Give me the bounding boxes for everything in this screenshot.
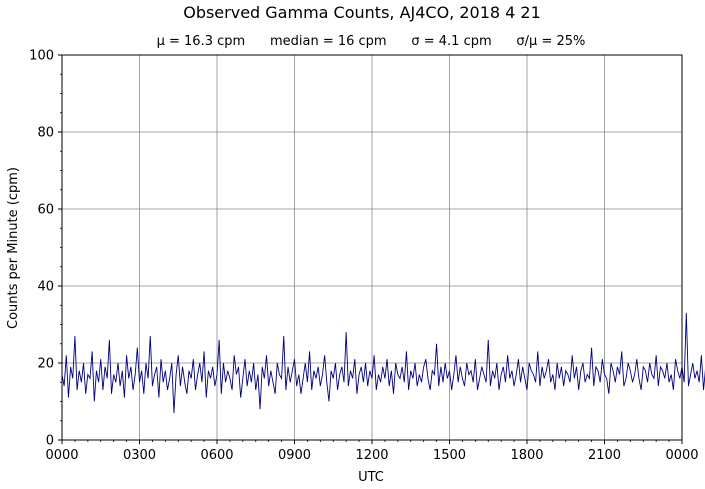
series-line: [61, 312, 705, 414]
y-tick-label: 100: [29, 49, 54, 64]
y-tick-label: 40: [37, 280, 54, 295]
chart-subtitle: μ = 16.3 cpm median = 16 cpm σ = 4.1 cpm…: [157, 34, 586, 49]
y-axis-label: Counts per Minute (cpm): [6, 167, 21, 329]
y-tick-label: 60: [37, 203, 54, 218]
minor-ticks: [60, 73, 670, 442]
y-tick-label: 80: [37, 126, 54, 141]
series-group: [61, 312, 705, 414]
x-tick-label: 1500: [433, 448, 466, 463]
chart-title: Observed Gamma Counts, AJ4CO, 2018 4 21: [183, 3, 541, 22]
x-tick-label: 0300: [123, 448, 156, 463]
x-tick-label: 1800: [510, 448, 543, 463]
y-axis-ticks: 0 20 40 60 80 100: [29, 49, 62, 449]
x-tick-label: 0900: [278, 448, 311, 463]
x-tick-label: 1200: [355, 448, 388, 463]
grid-lines: [61, 54, 683, 441]
x-tick-label: 2100: [588, 448, 621, 463]
y-tick-label: 0: [46, 434, 54, 449]
x-tick-label: 0000: [665, 448, 698, 463]
x-tick-label: 0600: [200, 448, 233, 463]
y-tick-label: 20: [37, 357, 54, 372]
x-tick-label: 0000: [45, 448, 78, 463]
x-axis-ticks: 0000 0300 0600 0900 1200 1500 1800 2100 0000: [45, 440, 699, 463]
x-axis-label: UTC: [358, 470, 384, 485]
